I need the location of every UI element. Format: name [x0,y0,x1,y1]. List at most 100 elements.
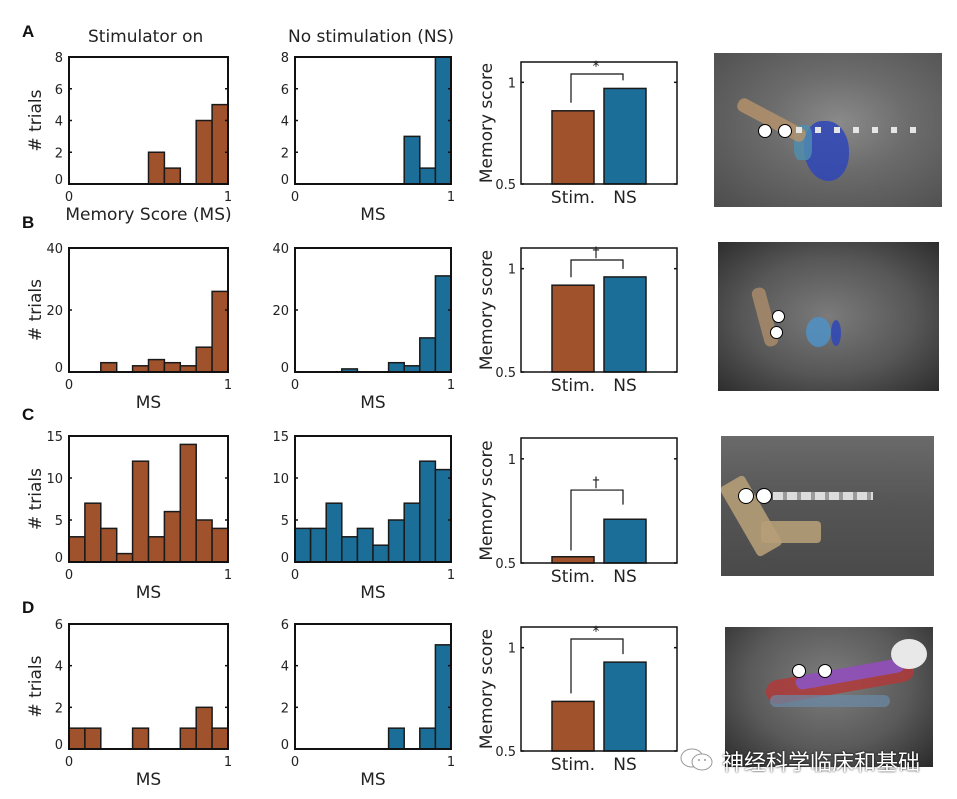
x-category-label-b: Stim. [551,376,595,396]
histogram-bar-c-stim-bin9 [211,527,229,563]
histogram-bar-d-stim-bin1 [84,727,102,750]
y-tick-label-b-ns: 40 [272,242,289,257]
x-tick-label-c-stim: 0 [65,568,73,583]
electrode-contact [758,124,772,138]
histogram-bar-d-stim-bin0 [68,727,86,750]
x-axis-label-b-stim: MS [136,393,161,413]
histogram-bar-c-stim-bin4 [131,460,150,563]
histogram-bar-a-ns-bin7 [403,135,421,185]
y-axis-label-b-bar: Memory score [477,250,497,370]
y-axis-label-a-stim: # trials [26,89,46,151]
watermark-text: 神经科学临床和基础 [722,751,921,776]
y-tick-label-a-ns: 8 [281,51,289,66]
histogram-bar-d-stim-bin9 [211,727,229,750]
bar-axes-b [520,247,678,373]
x-tick-label-d-ns: 1 [447,755,455,770]
bar-axes-d [520,626,678,752]
histogram-bar-a-stim-bin9 [211,103,229,185]
x-tick-label-c-ns: 1 [447,568,455,583]
significance-bracket-b [570,259,624,278]
y-tick-label-c-stim: 5 [55,514,63,529]
y-axis-label-c-stim: # trials [26,468,46,530]
histogram-bar-b-ns-bin8 [419,337,437,373]
y-tick-label-a-stim: 4 [55,115,63,130]
y-tick-label-b-bar: 0.5 [495,366,516,381]
electrode-contact [778,124,792,138]
y-tick-label-a-stim: 0 [55,173,63,188]
histogram-bar-c-ns-bin2 [325,502,343,563]
x-tick-label-d-stim: 0 [65,755,73,770]
brain-image-b [718,242,939,391]
memory-score-bar-b-stim [551,284,595,373]
y-tick-label-b-ns: 20 [272,304,289,319]
y-tick-label-b-stim: 40 [46,242,63,257]
y-tick-label-d-bar: 1 [508,642,516,657]
y-tick-label-b-bar: 1 [508,263,516,278]
y-tick-label-a-ns: 6 [281,83,289,98]
memory-score-bar-a-stim [551,110,595,185]
y-tick-label-c-bar: 1 [508,453,516,468]
memory-score-bar-d-stim [551,700,595,752]
histogram-bar-d-ns-bin6 [387,727,405,750]
histogram-bar-c-stim-bin1 [84,502,102,563]
electrode-contact [792,664,806,678]
panel-letter-b: B [22,213,35,232]
brain-image-c [721,436,934,576]
y-tick-label-d-stim: 0 [55,738,63,753]
y-tick-label-b-stim: 0 [55,361,63,376]
y-tick-label-c-stim: 0 [55,551,63,566]
histogram-bar-d-ns-bin8 [419,727,437,750]
y-tick-label-d-bar: 0.5 [495,745,516,760]
x-tick-label-c-stim: 1 [224,568,232,583]
brain-image-d [725,627,933,767]
histogram-axes-c-ns [294,435,452,563]
histogram-bar-a-stim-bin8 [195,119,213,185]
y-tick-label-c-stim: 15 [46,430,63,445]
histogram-bar-a-stim-bin6 [163,167,182,185]
histogram-bar-d-stim-bin8 [195,706,213,750]
x-axis-label-d-ns: MS [360,770,385,790]
memory-score-bar-d-ns [603,661,647,752]
y-tick-label-a-ns: 2 [281,146,289,161]
significance-bracket-d [570,638,624,694]
histogram-bar-b-stim-bin8 [195,346,213,373]
panel-letter-c: C [22,405,35,424]
histogram-bar-c-stim-bin7 [179,443,197,563]
y-tick-label-a-bar: 1 [508,76,516,91]
x-category-label-d: NS [613,755,637,775]
histogram-bar-c-stim-bin3 [115,552,134,563]
electrode-shaft [796,127,916,133]
x-category-label-a: Stim. [551,188,595,208]
brain-image-a [714,53,942,207]
x-tick-label-a-ns: 1 [447,190,455,205]
y-tick-label-c-ns: 0 [281,551,289,566]
significance-marker-c: † [593,475,600,491]
electrode-contact [756,488,772,504]
histogram-bar-a-ns-bin8 [419,167,437,185]
histogram-bar-c-stim-bin0 [68,536,86,563]
panel-letter-d: D [22,598,35,617]
y-axis-label-c-bar: Memory score [477,440,497,560]
x-tick-label-a-ns: 0 [291,190,299,205]
histogram-bar-b-ns-bin9 [434,275,452,373]
y-axis-label-a-bar: Memory score [477,63,497,183]
x-tick-label-b-ns: 0 [291,378,299,393]
column-title-no-stimulation: No stimulation (NS) [288,27,454,47]
y-tick-label-c-stim: 10 [46,472,63,487]
x-axis-label-d-stim: MS [136,770,161,790]
y-tick-label-d-ns: 0 [281,738,289,753]
x-tick-label-a-stim: 0 [65,190,73,205]
y-axis-label-b-stim: # trials [26,279,46,341]
x-category-label-d: Stim. [551,755,595,775]
region-overlay-tan [721,474,784,558]
y-tick-label-d-ns: 2 [281,701,289,716]
histogram-bar-c-ns-bin8 [419,460,437,563]
bar-axes-c [520,437,678,564]
y-tick-label-a-ns: 0 [281,173,289,188]
region-overlay-blue [770,695,890,707]
electrode-contact [818,664,832,678]
y-tick-label-a-ns: 4 [281,115,289,130]
histogram-axes-c-stim [68,435,229,563]
y-tick-label-c-bar: 0.5 [495,557,516,572]
histogram-bar-d-stim-bin4 [131,727,150,750]
